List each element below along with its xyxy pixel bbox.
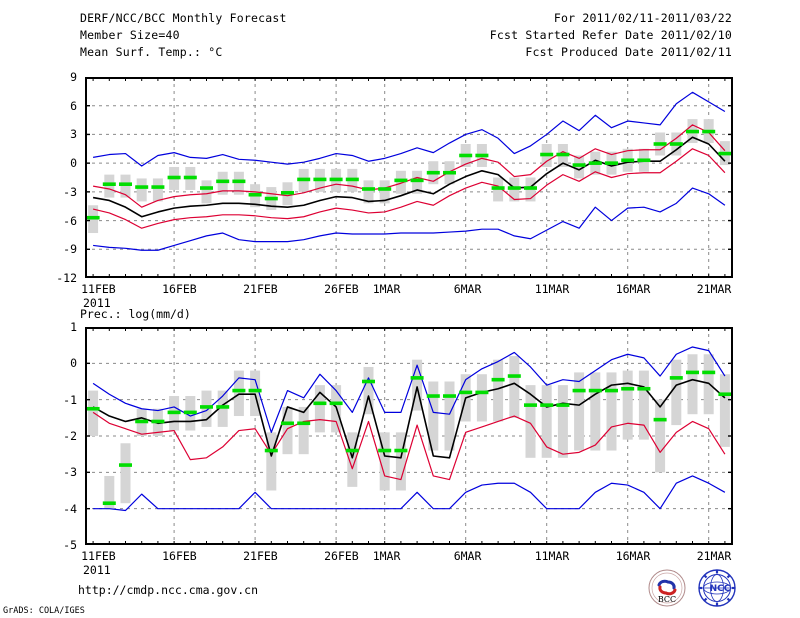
y-tick-label: 1 [70, 320, 77, 334]
y-tick-label: 3 [70, 127, 77, 142]
series-max [92, 346, 726, 433]
median-markers [86, 370, 732, 506]
temperature-plot-frame [85, 77, 733, 278]
x-tick-label: 16MAR [615, 549, 651, 563]
grads-credit: GrADS: COLA/IGES [3, 606, 85, 616]
series-upper-quartile [92, 124, 726, 208]
y-tick-label: -3 [63, 465, 77, 480]
temperature-chart-panel [85, 77, 733, 278]
series-upper-quartile [92, 411, 726, 481]
page-title: DERF/NCC/BCC Monthly Forecast [80, 11, 287, 25]
x-tick-label: 1MAR [372, 282, 401, 296]
precipitation-plot [85, 327, 733, 545]
ncc-logo-icon: NCC [698, 569, 736, 607]
series-min [93, 187, 726, 251]
x-tick-label: 11MAR [534, 282, 570, 296]
x-tick-label: 26FEB [324, 549, 359, 563]
series-mean [92, 136, 726, 218]
y-tick-label: 9 [70, 70, 77, 84]
agency-logos: BCC NCC [645, 568, 745, 608]
bottom-chart-year-label: 2011 [83, 563, 111, 577]
y-tick-label: -3 [63, 184, 77, 199]
forecast-period-label: For 2011/02/11-2011/03/22 [553, 11, 732, 25]
x-tick-label: 21MAR [696, 549, 732, 563]
y-tick-label: 0 [70, 156, 77, 171]
x-tick-label: 11FEB [81, 282, 116, 296]
series-max [92, 91, 726, 167]
precipitation-plot-frame [85, 327, 733, 545]
bottom-chart-variable-label: Prec.: log(mm/d) [80, 307, 191, 321]
x-tick-label: 16MAR [615, 282, 651, 296]
forecast-start-date-label: Fcst Started Refer Date 2011/02/10 [489, 28, 732, 42]
bcc-logo-icon: BCC [648, 569, 686, 607]
temperature-plot [85, 77, 733, 278]
y-tick-label: 0 [70, 356, 77, 371]
y-tick-label: -9 [63, 242, 77, 257]
website-url[interactable]: http://cmdp.ncc.cma.gov.cn [78, 583, 259, 597]
logo-group-icon: BCC NCC [648, 569, 736, 607]
y-tick-label: -12 [56, 271, 77, 285]
median-markers [86, 129, 732, 220]
x-tick-label: 21FEB [243, 282, 278, 296]
x-tick-label: 21MAR [696, 282, 732, 296]
top-chart-variable-label: Mean Surf. Temp.: °C [80, 45, 223, 59]
precipitation-chart-panel [85, 327, 733, 545]
y-tick-label: -4 [63, 501, 77, 516]
x-tick-label: 11FEB [81, 549, 116, 563]
y-tick-label: -5 [63, 538, 77, 552]
x-tick-label: 16FEB [162, 282, 197, 296]
svg-text:BCC: BCC [658, 595, 676, 604]
y-tick-label: -6 [63, 213, 77, 228]
y-tick-label: -2 [63, 429, 77, 443]
x-tick-label: 1MAR [372, 549, 401, 563]
y-tick-label: -1 [63, 392, 77, 407]
x-tick-label: 6MAR [453, 282, 482, 296]
series-lower-quartile [92, 148, 726, 229]
y-tick-label: 6 [70, 98, 77, 113]
x-tick-label: 21FEB [243, 549, 278, 563]
svg-text:NCC: NCC [710, 584, 731, 594]
x-tick-label: 6MAR [453, 549, 482, 563]
x-tick-label: 16FEB [162, 549, 197, 563]
forecast-produced-date-label: Fcst Produced Date 2011/02/11 [525, 45, 732, 59]
x-tick-label: 11MAR [534, 549, 570, 563]
top-chart-year-label: 2011 [83, 296, 111, 310]
member-size-label: Member Size=40 [80, 28, 180, 42]
series-mean [92, 378, 726, 459]
x-tick-label: 26FEB [324, 282, 359, 296]
series-min [93, 475, 726, 512]
